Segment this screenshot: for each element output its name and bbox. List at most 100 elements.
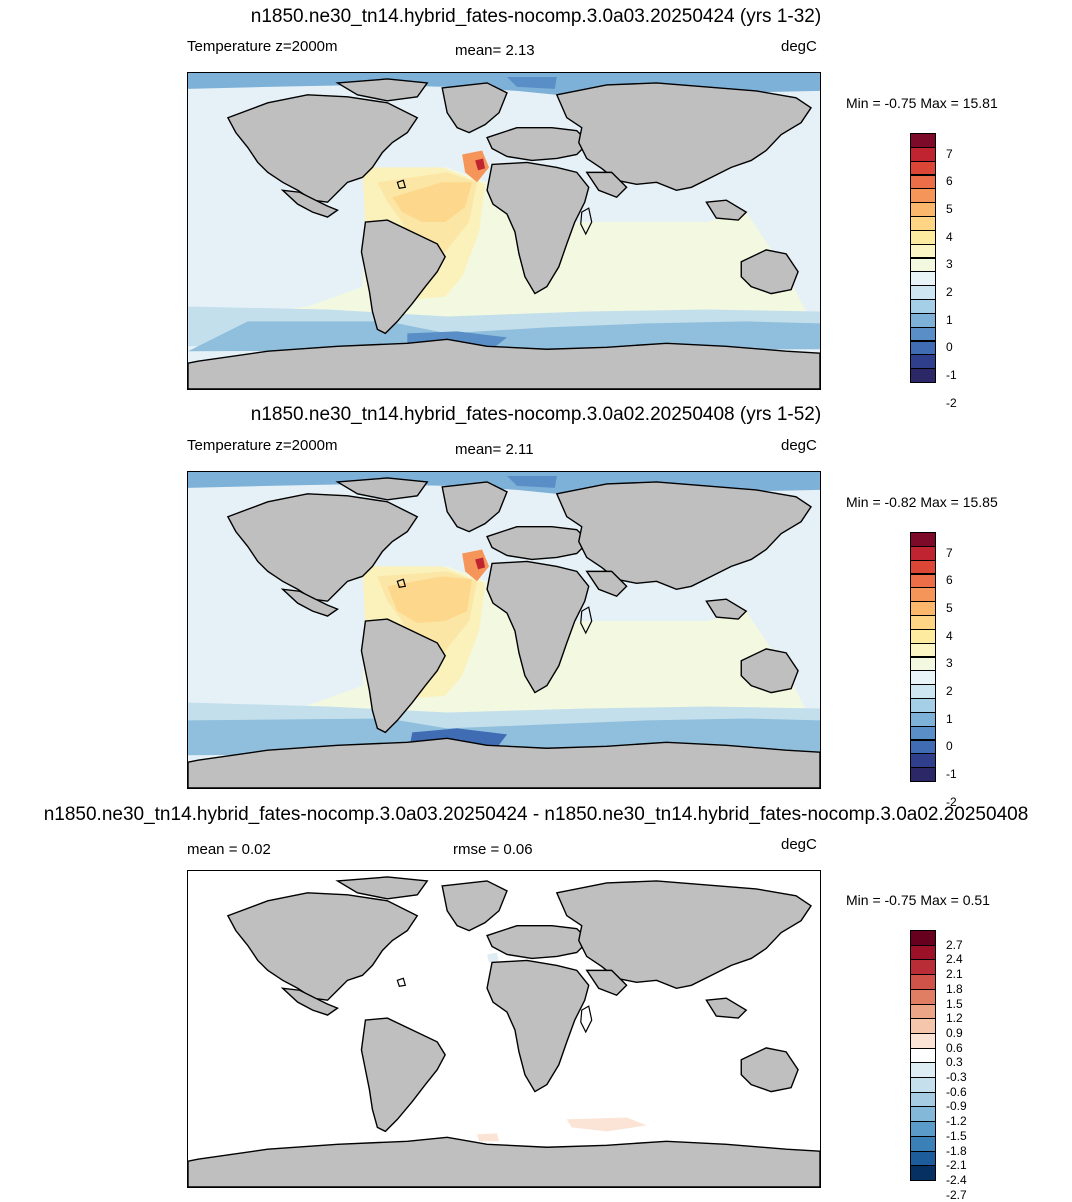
coastline bbox=[486, 525, 590, 561]
land-mask bbox=[188, 78, 820, 389]
colorbar-tick-label: 5 bbox=[946, 601, 953, 616]
coastline bbox=[486, 959, 590, 1093]
colorbar-tick-label: 6 bbox=[946, 174, 953, 189]
field-contour bbox=[477, 1133, 500, 1142]
colorbar-tick-label: 1.8 bbox=[946, 981, 963, 996]
colorbar-swatch bbox=[910, 1150, 936, 1167]
temperature-map bbox=[187, 72, 821, 390]
colorbar-swatch bbox=[910, 988, 936, 1005]
colorbar-swatch bbox=[910, 959, 936, 976]
coastline bbox=[486, 126, 590, 162]
colorbar-swatch bbox=[910, 1106, 936, 1123]
variable-label: Temperature z=2000m bbox=[187, 437, 338, 454]
coastline bbox=[585, 171, 628, 199]
min-max-label: Min = -0.75 Max = 0.51 bbox=[846, 892, 990, 908]
lake-outline bbox=[580, 606, 593, 635]
coastline bbox=[280, 987, 339, 1016]
lake-outline bbox=[396, 977, 407, 987]
colorbar-swatch bbox=[910, 1077, 936, 1093]
coastline bbox=[335, 876, 429, 900]
units-label: degC bbox=[781, 38, 817, 55]
coastline bbox=[188, 737, 820, 788]
coastline bbox=[441, 880, 508, 932]
colorbar-tick-label: -2.1 bbox=[946, 1158, 967, 1173]
colorbar-tick-label: 1.5 bbox=[946, 996, 963, 1011]
colorbar: 2.7 2.4 2.1 1.8 1.5 1.2 0.9 0.6 0.3 -0.3 -0.6 -0.9-… bbox=[910, 930, 967, 1201]
colorbar-tick-label: 2.4 bbox=[946, 952, 963, 967]
panel-title: n1850.ne30_tn14.hybrid_fates-nocomp.3.0a… bbox=[250, 6, 822, 27]
field-contour bbox=[188, 167, 820, 337]
coastline bbox=[280, 588, 339, 617]
coastline bbox=[705, 997, 748, 1019]
field-contour bbox=[506, 76, 557, 89]
panel-title: n1850.ne30_tn14.hybrid_fates-nocomp.3.0a… bbox=[250, 404, 822, 425]
coastline bbox=[226, 94, 419, 203]
colorbar-tick-label: -1 bbox=[946, 767, 957, 782]
land-mask bbox=[188, 876, 820, 1187]
coastline bbox=[188, 338, 820, 389]
colorbar-swatch bbox=[910, 1032, 936, 1049]
colorbar-tick-label: -2 bbox=[946, 794, 957, 809]
coastline bbox=[705, 598, 748, 620]
colorbar-tick-label: -0.9 bbox=[946, 1099, 967, 1114]
lake-outline bbox=[396, 578, 407, 588]
colorbar-tick-label: -2 bbox=[946, 395, 957, 410]
colorbar-tick-label: -1.8 bbox=[946, 1143, 967, 1158]
units-label: degC bbox=[781, 437, 817, 454]
coastline bbox=[226, 892, 419, 1001]
colorbar-swatch bbox=[910, 532, 936, 547]
colorbar-swatch bbox=[910, 133, 936, 148]
min-max-label: Min = -0.82 Max = 15.85 bbox=[846, 494, 998, 510]
colorbar-tick-label: 0.3 bbox=[946, 1055, 963, 1070]
colorbar-tick-label: 0.9 bbox=[946, 1025, 963, 1040]
coastline bbox=[335, 477, 429, 501]
coastline bbox=[555, 481, 812, 590]
colorbar: 7 6 5 4 3 2 1 0 -1 -2 bbox=[910, 133, 957, 409]
rmse-label: rmse = 0.06 bbox=[453, 841, 533, 858]
colorbar-tick-label: 2.1 bbox=[946, 967, 963, 982]
field-contour bbox=[188, 566, 820, 736]
colorbar-tick-label: 7 bbox=[946, 146, 953, 161]
temperature-map bbox=[187, 471, 821, 789]
colorbar-tick-label: 3 bbox=[946, 257, 953, 272]
min-max-label: Min = -0.75 Max = 15.81 bbox=[846, 95, 998, 111]
colorbar-tick-label: -2.4 bbox=[946, 1173, 967, 1187]
mean-label: mean = 0.02 bbox=[187, 841, 271, 858]
field-contour bbox=[462, 549, 490, 582]
variable-label: Temperature z=2000m bbox=[187, 38, 338, 55]
panel-title: n1850.ne30_tn14.hybrid_fates-nocomp.3.0a… bbox=[43, 804, 1029, 825]
coastline bbox=[226, 493, 419, 602]
colorbar-swatch bbox=[910, 1091, 936, 1108]
coastline bbox=[441, 82, 508, 134]
colorbar-tick-label: -1 bbox=[946, 368, 957, 383]
lake-outline bbox=[580, 1005, 593, 1034]
colorbar-swatch bbox=[910, 1135, 936, 1152]
panel-1: n1850.ne30_tn14.hybrid_fates-nocomp.3.0a… bbox=[0, 0, 1072, 409]
colorbar: 7 6 5 4 3 2 1 0 -1 -2 bbox=[910, 532, 957, 808]
coastline bbox=[555, 880, 812, 989]
coastline bbox=[335, 78, 429, 102]
coastline bbox=[486, 924, 590, 960]
coastline bbox=[740, 249, 799, 295]
colorbar-swatch bbox=[910, 1121, 936, 1137]
coastline bbox=[486, 560, 590, 694]
coastline bbox=[360, 1017, 446, 1133]
coastline bbox=[585, 969, 628, 997]
colorbar-swatch bbox=[910, 1003, 936, 1020]
colorbar-tick-label: 0.6 bbox=[946, 1040, 963, 1055]
colorbar-tick-label: 3 bbox=[946, 656, 953, 671]
lake-outline bbox=[396, 179, 407, 189]
colorbar-tick-label: 7 bbox=[946, 545, 953, 560]
coastline bbox=[705, 199, 748, 221]
field-contour bbox=[475, 557, 486, 570]
coastline bbox=[360, 618, 446, 734]
colorbar-tick-label: -0.3 bbox=[946, 1070, 967, 1085]
field-contour bbox=[392, 182, 473, 223]
colorbar-tick-label: -1.2 bbox=[946, 1114, 967, 1129]
field-contour bbox=[566, 1117, 647, 1132]
colorbar-swatch bbox=[910, 974, 936, 990]
colorbar-tick-label: -0.6 bbox=[946, 1084, 967, 1099]
colorbar-tick-label: 2.7 bbox=[946, 937, 963, 952]
land-mask bbox=[188, 477, 820, 788]
